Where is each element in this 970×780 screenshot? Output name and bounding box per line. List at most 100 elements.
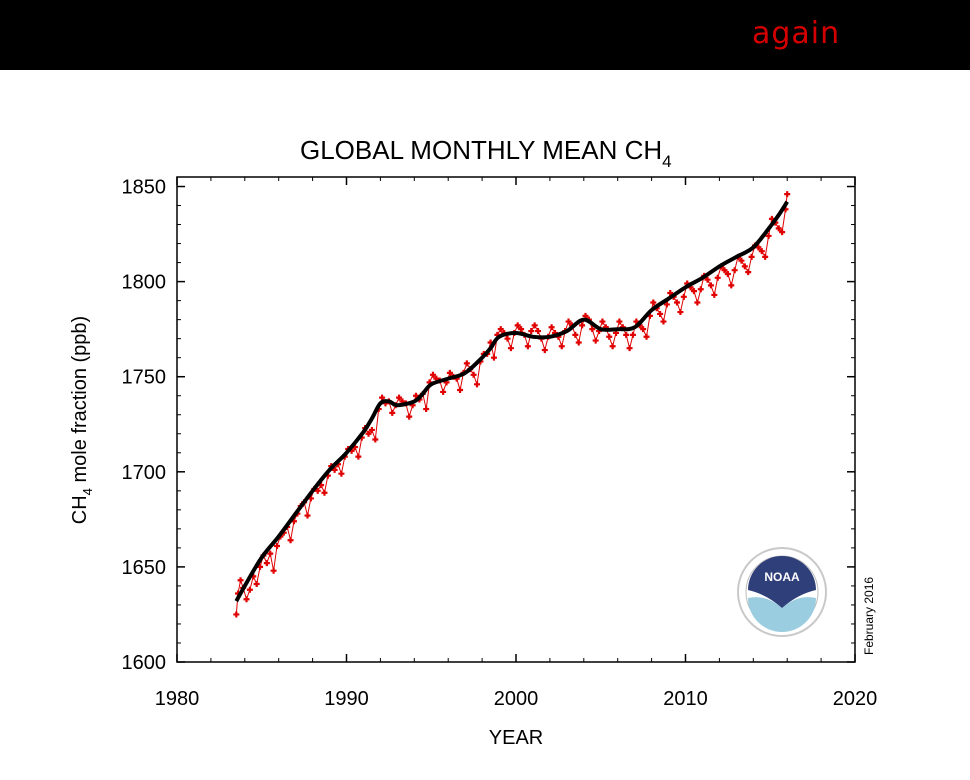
y-tick-label: 1650 [122,557,167,579]
monthly-point [606,333,613,340]
axis-ticks [176,177,856,663]
y-tick-label: 1700 [122,462,167,484]
y-axis-label: CH4 mole fraction (ppb) [69,316,95,524]
monthly-point [246,586,253,593]
monthly-point [263,560,270,567]
monthly-point [528,328,535,335]
banner-text: again [752,16,841,51]
monthly-point [531,322,538,329]
monthly-point [287,537,294,544]
monthly-point [711,291,718,298]
monthly-point [650,299,657,306]
monthly-point [270,567,277,574]
monthly-point [667,290,674,297]
monthly-point [579,322,586,329]
monthly-point [490,354,497,361]
monthly-point [440,388,447,395]
monthly-series [233,191,791,618]
monthly-point [497,326,504,333]
top-banner: again [0,0,970,70]
y-tick-label: 1600 [122,652,167,674]
chart-title-subscript: 4 [662,152,671,171]
x-tick-label: 1990 [324,688,369,710]
monthly-point [721,267,728,274]
monthly-point [304,512,311,519]
monthly-point [368,426,375,433]
y-tick-label: 1800 [122,272,167,294]
monthly-point [507,345,514,352]
monthly-point [762,253,769,260]
monthly-point [412,392,419,399]
y-axis-label-prefix: CH [69,495,91,524]
monthly-point [728,282,735,289]
monthly-point [575,339,582,346]
monthly-point [690,288,697,295]
monthly-point [565,318,572,325]
monthly-point [714,274,721,281]
monthly-point [446,369,453,376]
monthly-point [233,611,240,618]
monthly-point [406,413,413,420]
monthly-point [331,466,338,473]
monthly-point [535,328,542,335]
monthly-point [657,310,664,317]
monthly-point [379,394,386,401]
monthly-point [707,282,714,289]
monthly-point [514,322,521,329]
monthly-point [518,326,525,333]
monthly-point [694,299,701,306]
monthly-point [524,343,531,350]
y-axis-label-subscript: 4 [80,488,95,495]
date-note: February 2016 [862,577,876,655]
x-tick-label: 2020 [833,688,878,710]
monthly-point [704,276,711,283]
monthly-point [623,331,630,338]
monthly-line [235,194,788,615]
monthly-point [748,253,755,260]
y-axis-label-suffix: mole fraction (ppb) [69,316,91,488]
monthly-point [660,318,667,325]
monthly-point [589,326,596,333]
x-tick-label: 2000 [494,688,539,710]
monthly-point [643,333,650,340]
y-tick-label: 1750 [122,367,167,389]
monthly-point [558,343,565,350]
monthly-point [616,318,623,325]
monthly-point [741,263,748,270]
x-tick-label: 2010 [663,688,708,710]
monthly-point [663,301,670,308]
monthly-point [274,542,281,549]
chart-title: GLOBAL MONTHLY MEAN CH4 [300,135,672,171]
monthly-point [243,596,250,603]
monthly-point [745,269,752,276]
monthly-point [674,299,681,306]
monthly-point [237,577,244,584]
monthly-point [463,360,470,367]
monthly-point [314,487,321,494]
monthly-point [267,550,274,557]
monthly-point [731,267,738,274]
monthly-point [784,191,791,198]
monthly-point [724,271,731,277]
monthly-point [677,309,684,316]
monthly-point [541,347,548,354]
monthly-point [355,453,362,460]
monthly-point [365,430,372,437]
monthly-point [609,343,616,350]
monthly-point [775,225,782,232]
noaa-logo-text: NOAA [764,570,800,584]
monthly-point [779,229,786,236]
trend-line [234,200,789,603]
monthly-point [626,345,633,352]
monthly-point [680,293,687,300]
x-axis-label: YEAR [489,727,543,749]
monthly-point [253,581,260,588]
monthly-point [758,248,765,255]
y-tick-label: 1850 [122,177,167,199]
monthly-point [470,371,477,378]
monthly-point [321,489,328,496]
monthly-point [765,232,772,239]
monthly-point [423,406,430,413]
monthly-point [640,326,647,333]
